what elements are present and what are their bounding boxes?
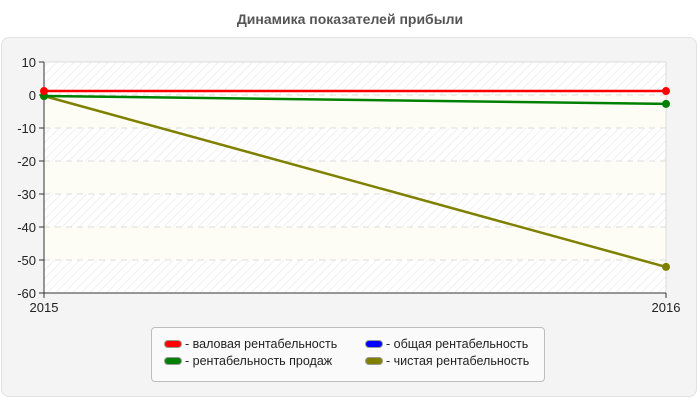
y-tick-label: -30 — [17, 187, 36, 202]
data-point[interactable] — [662, 262, 670, 271]
data-point[interactable] — [662, 99, 670, 108]
legend-swatch — [164, 357, 182, 365]
legend: - валовая рентабельность - общая рентабе… — [151, 327, 545, 382]
series-lines — [40, 87, 670, 271]
legend-label: - чистая рентабельность — [386, 354, 530, 368]
y-tick-label: 10 — [22, 55, 36, 70]
y-tick-label: -10 — [17, 121, 36, 136]
chart-title: Динамика показателей прибыли — [236, 11, 464, 27]
y-tick-label: 0 — [29, 88, 36, 103]
x-tick-label: 2016 — [652, 300, 681, 315]
legend-swatch — [365, 357, 383, 365]
grid-lines — [44, 94, 666, 261]
legend-label: - рентабельность продаж — [185, 354, 333, 368]
legend-item-sales: - рентабельность продаж — [164, 354, 332, 368]
legend-swatch — [365, 340, 383, 348]
y-tick-label: -50 — [17, 253, 36, 268]
series-line — [43, 94, 667, 106]
y-tick-label: -60 — [17, 286, 36, 301]
legend-item-gross: - валовая рентабельность — [164, 337, 337, 351]
x-tick-label: 2015 — [30, 300, 59, 315]
series-line — [43, 94, 667, 269]
legend-item-net: - чистая рентабельность — [365, 354, 529, 368]
legend-label: - общая рентабельность — [386, 337, 529, 351]
legend-label: - валовая рентабельность — [185, 337, 338, 351]
legend-swatch — [164, 340, 182, 348]
data-point[interactable] — [40, 87, 48, 96]
data-point[interactable] — [662, 87, 670, 96]
y-tick-label: -40 — [17, 220, 36, 235]
legend-item-total: - общая рентабельность — [365, 337, 528, 351]
y-tick-label: -20 — [17, 154, 36, 169]
